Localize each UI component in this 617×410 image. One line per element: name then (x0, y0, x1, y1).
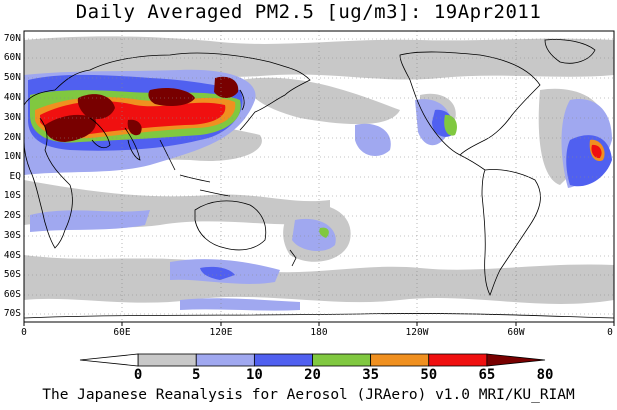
colorbar-level-label: 10 (245, 367, 263, 383)
colorbar-level-label: 0 (133, 367, 143, 383)
lat-label: 60N (3, 52, 21, 63)
lat-label: 30N (3, 112, 21, 123)
colorbar-swatch (312, 353, 372, 367)
colorbar-swatch (486, 353, 546, 367)
lon-label: 60W (507, 327, 525, 338)
colorbar-level-label: 65 (478, 367, 496, 383)
grid-lines (24, 31, 614, 322)
lat-label: 30S (3, 230, 21, 241)
colorbar-swatch (137, 353, 197, 367)
lat-label: EQ (9, 171, 21, 182)
lat-label: 10S (3, 190, 21, 201)
lat-label: 50S (3, 269, 21, 280)
lon-label: 60E (113, 327, 131, 338)
colorbar-level-label: 50 (420, 367, 438, 383)
coastlines (24, 39, 614, 319)
lon-label: 0 (607, 327, 613, 338)
lat-label: 20N (3, 132, 21, 143)
lat-label: 20S (3, 210, 21, 221)
colorbar-swatch (253, 353, 313, 367)
colorbar-swatch (370, 353, 430, 367)
lat-label: 50N (3, 72, 21, 83)
footer-credit: The Japanese Reanalysis for Aerosol (JRA… (42, 387, 575, 403)
axis-ticks (23, 322, 615, 326)
lat-label: 70N (3, 33, 21, 44)
colorbar-level-label: 80 (536, 367, 554, 383)
map-title: Daily Averaged PM2.5 [ug/m3]: 19Apr2011 (75, 1, 542, 23)
colorbar-level-label: 35 (362, 367, 380, 383)
colorbar-level-label: 20 (304, 367, 321, 383)
lat-label: 40N (3, 92, 21, 103)
colorbar-swatch (195, 353, 255, 367)
colorbar-swatch (428, 353, 488, 367)
lat-label: 10N (3, 151, 21, 162)
lon-label: 180 (310, 327, 328, 338)
lon-label: 120E (209, 327, 233, 338)
lat-label: 70S (3, 308, 21, 319)
lat-label: 60S (3, 289, 21, 300)
pm25-field (24, 36, 614, 311)
lat-label: 40S (3, 250, 21, 261)
lon-label: 120W (405, 327, 429, 338)
lon-label: 0 (21, 327, 27, 338)
colorbar-level-label: 5 (192, 367, 201, 383)
colorbar-swatch (79, 353, 139, 367)
